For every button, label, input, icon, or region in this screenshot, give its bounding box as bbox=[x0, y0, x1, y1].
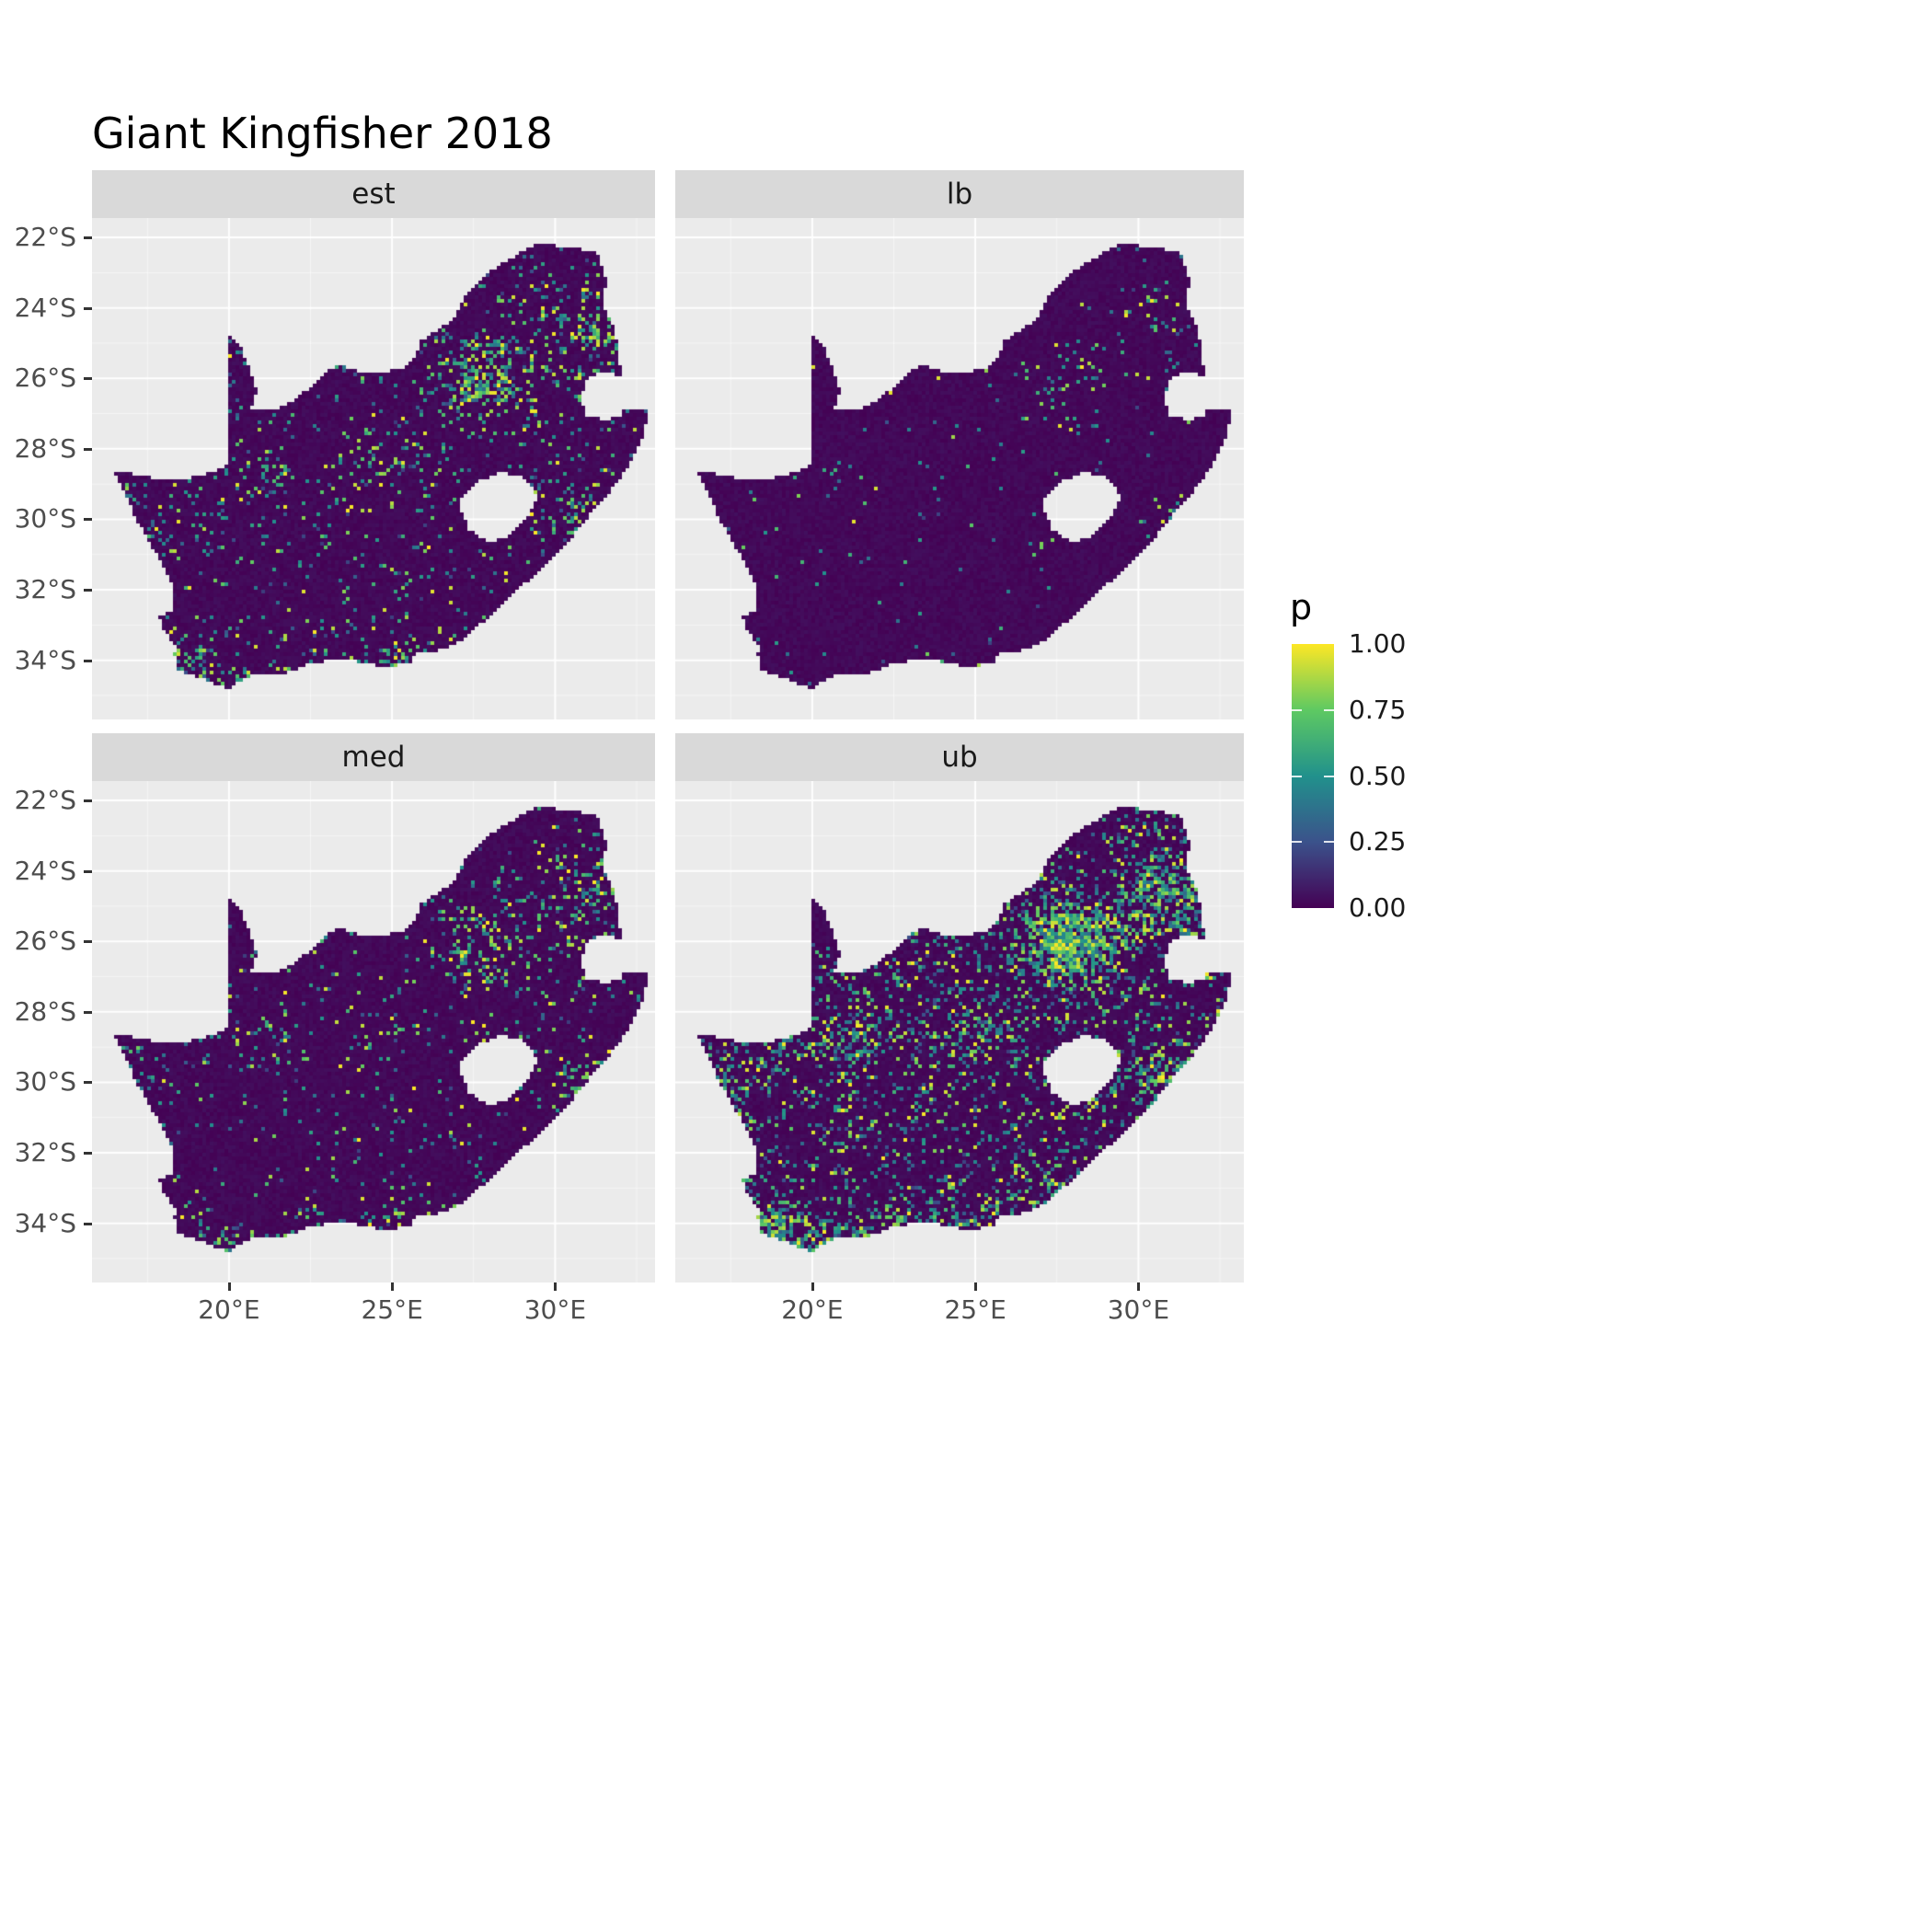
y-tick-label: 24°S bbox=[14, 292, 76, 323]
y-tick-label: 26°S bbox=[14, 926, 76, 957]
facet-panel-lb bbox=[675, 218, 1244, 719]
y-tick-label: 30°S bbox=[14, 503, 76, 535]
y-tick-label: 24°S bbox=[14, 855, 76, 886]
x-tick-mark bbox=[811, 1282, 814, 1291]
x-tick-mark bbox=[227, 1282, 231, 1291]
y-tick-label: 22°S bbox=[14, 785, 76, 816]
map-canvas-est bbox=[92, 218, 655, 719]
x-tick-label: 30°E bbox=[1107, 1294, 1170, 1325]
facet-strip-ub: ub bbox=[675, 733, 1244, 781]
y-tick-mark bbox=[84, 940, 92, 944]
y-tick-label: 28°S bbox=[14, 432, 76, 464]
y-tick-mark bbox=[84, 1222, 92, 1225]
x-tick-mark bbox=[974, 1282, 978, 1291]
y-tick-mark bbox=[84, 1010, 92, 1014]
legend-tick-mark bbox=[1324, 775, 1334, 777]
y-tick-mark bbox=[84, 236, 92, 240]
x-tick-mark bbox=[554, 1282, 558, 1291]
x-tick-label: 20°E bbox=[198, 1294, 260, 1325]
facet-strip-label: med bbox=[341, 741, 406, 774]
facet-panel-ub bbox=[675, 781, 1244, 1282]
y-tick-mark bbox=[84, 589, 92, 592]
facet-strip-est: est bbox=[92, 170, 655, 218]
x-tick-label: 25°E bbox=[361, 1294, 423, 1325]
legend-tick-mark bbox=[1292, 775, 1302, 777]
y-tick-mark bbox=[84, 659, 92, 662]
y-tick-label: 26°S bbox=[14, 362, 76, 394]
map-canvas-med bbox=[92, 781, 655, 1282]
legend-tick-mark bbox=[1324, 708, 1334, 711]
facet-strip-med: med bbox=[92, 733, 655, 781]
facet-panel-med bbox=[92, 781, 655, 1282]
facet-strip-label: ub bbox=[941, 741, 978, 774]
y-tick-label: 32°S bbox=[14, 574, 76, 605]
legend-tick-mark bbox=[1292, 708, 1302, 711]
y-tick-mark bbox=[84, 518, 92, 522]
map-canvas-lb bbox=[675, 218, 1244, 719]
facet-strip-label: est bbox=[351, 178, 396, 211]
facet-strip-label: lb bbox=[946, 178, 973, 211]
legend-tick-label: 0.25 bbox=[1349, 826, 1407, 857]
legend-tick-label: 1.00 bbox=[1349, 628, 1407, 659]
y-tick-mark bbox=[84, 1081, 92, 1085]
map-canvas-ub bbox=[675, 781, 1244, 1282]
y-tick-label: 22°S bbox=[14, 222, 76, 253]
chart-title: Giant Kingfisher 2018 bbox=[92, 109, 553, 158]
y-tick-label: 28°S bbox=[14, 995, 76, 1027]
y-tick-label: 34°S bbox=[14, 644, 76, 675]
y-tick-label: 30°S bbox=[14, 1066, 76, 1098]
legend-tick-label: 0.50 bbox=[1349, 760, 1407, 791]
legend-tick-mark bbox=[1324, 841, 1334, 844]
legend-title: p bbox=[1290, 587, 1313, 627]
x-tick-label: 30°E bbox=[523, 1294, 587, 1325]
x-tick-mark bbox=[1137, 1282, 1141, 1291]
legend-tick-mark bbox=[1292, 841, 1302, 844]
y-tick-mark bbox=[84, 306, 92, 310]
y-tick-label: 32°S bbox=[14, 1137, 76, 1168]
y-tick-mark bbox=[84, 377, 92, 381]
facet-strip-lb: lb bbox=[675, 170, 1244, 218]
legend-tick-label: 0.75 bbox=[1349, 694, 1407, 725]
y-tick-mark bbox=[84, 799, 92, 803]
x-tick-label: 25°E bbox=[944, 1294, 1006, 1325]
y-tick-mark bbox=[84, 447, 92, 451]
y-tick-mark bbox=[84, 869, 92, 873]
y-tick-label: 34°S bbox=[14, 1207, 76, 1238]
y-tick-mark bbox=[84, 1152, 92, 1156]
legend-tick-label: 0.00 bbox=[1349, 892, 1407, 923]
x-tick-label: 20°E bbox=[781, 1294, 844, 1325]
facet-panel-est bbox=[92, 218, 655, 719]
x-tick-mark bbox=[391, 1282, 395, 1291]
